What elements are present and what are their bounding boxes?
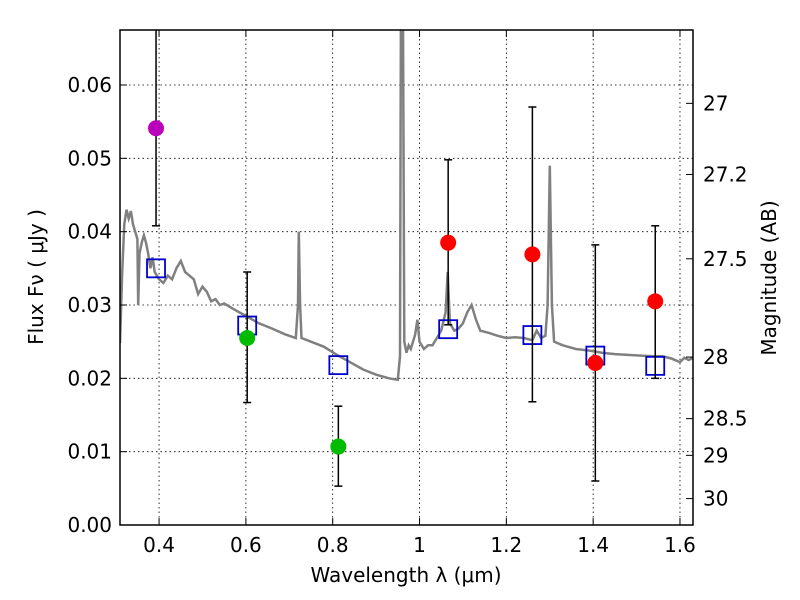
y-tick-label: 0.03 — [67, 293, 112, 317]
right-tick-label: 30 — [703, 487, 728, 511]
y-tick-label: 0.05 — [67, 146, 112, 170]
x-axis-ticks: 0.4 0.6 0.8 1 1.2 1.4 1.6 — [143, 30, 696, 557]
observed-point — [587, 354, 604, 371]
right-tick-label: 27.5 — [703, 247, 748, 271]
right-tick-label: 27.2 — [703, 162, 748, 186]
right-tick-label: 27 — [703, 91, 728, 115]
sed-model-line — [120, 30, 693, 382]
right-axis-label: Magnitude (AB) — [757, 200, 781, 355]
x-tick-label: 0.4 — [143, 533, 175, 557]
y-tick-label: 0.06 — [67, 73, 112, 97]
x-tick-label: 1.4 — [577, 533, 609, 557]
observed-points — [148, 120, 664, 455]
grid-lines — [120, 30, 693, 526]
y-tick-label: 0.04 — [67, 220, 112, 244]
x-axis-label: Wavelength λ (μm) — [310, 563, 501, 587]
right-tick-label: 28.5 — [703, 407, 748, 431]
y-tick-label: 0.01 — [67, 440, 112, 464]
observed-point — [148, 120, 165, 137]
right-axis-ticks: 27 27.2 27.5 28 28.5 29 30 — [686, 91, 748, 511]
y-axis-ticks: 0.00 0.01 0.02 0.03 0.04 0.05 0.06 — [67, 73, 127, 537]
right-tick-label: 29 — [703, 443, 728, 467]
observed-point — [239, 330, 256, 346]
model-photometry-squares — [146, 258, 666, 376]
observed-errorbars — [152, 30, 660, 487]
y-axis-label: Flux Fν ( μJy ) — [24, 209, 48, 345]
right-tick-label: 28 — [703, 345, 728, 369]
y-tick-label: 0.00 — [67, 513, 112, 537]
observed-point — [647, 293, 664, 310]
x-tick-label: 1.2 — [490, 533, 522, 557]
observed-point — [524, 246, 541, 263]
y-tick-label: 0.02 — [67, 366, 112, 390]
x-tick-label: 0.8 — [317, 533, 349, 557]
x-tick-label: 1.6 — [664, 533, 696, 557]
x-tick-label: 0.6 — [230, 533, 262, 557]
model-square — [146, 258, 166, 279]
observed-point — [330, 438, 347, 455]
axes-frame — [119, 29, 694, 526]
x-tick-label: 1 — [413, 533, 426, 557]
observed-point — [440, 234, 457, 251]
model-square — [328, 355, 349, 376]
plot-area — [120, 30, 693, 487]
